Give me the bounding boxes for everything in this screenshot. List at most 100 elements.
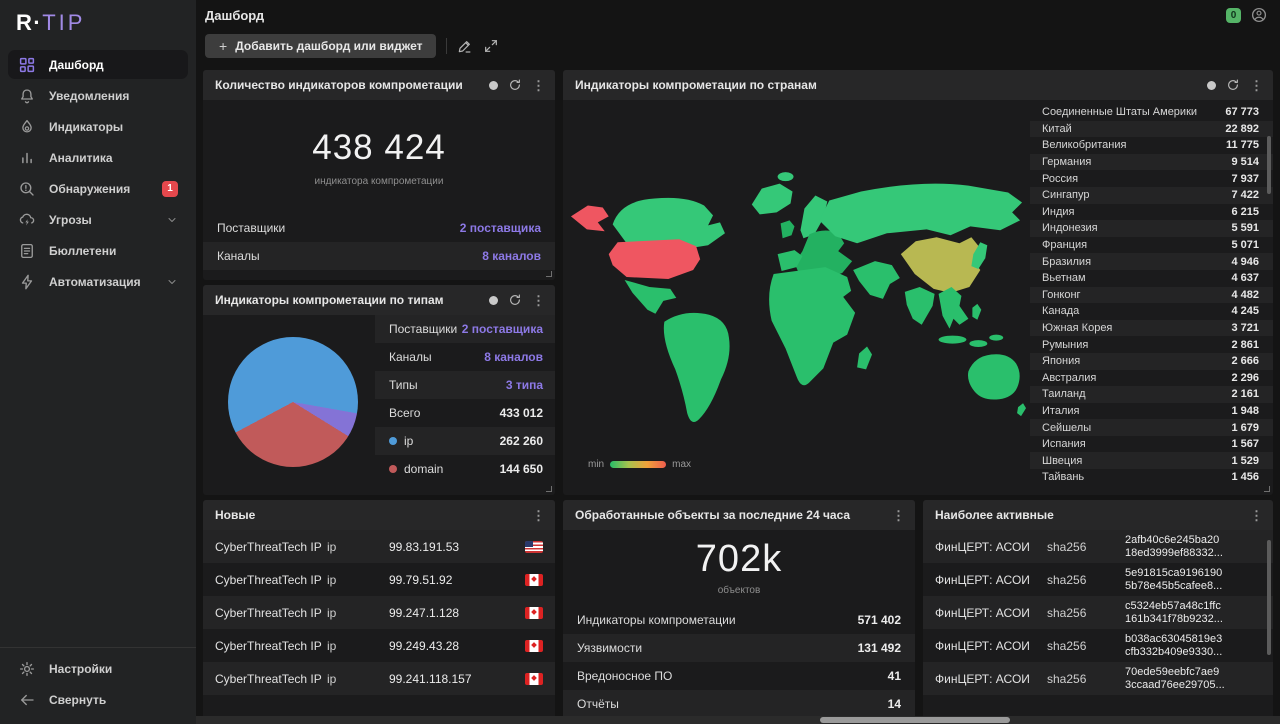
world-choropleth-map[interactable]	[563, 102, 1030, 454]
resize-handle[interactable]	[546, 271, 552, 277]
type-label: Типы	[389, 378, 418, 392]
type-row: Каналы 8 каналов	[375, 343, 555, 371]
scrollbar-thumb[interactable]	[1267, 540, 1271, 655]
sidebar-item[interactable]: Уведомления	[8, 81, 188, 110]
sidebar-item[interactable]: Настройки	[8, 654, 188, 683]
country-row[interactable]: Китай 22 892	[1030, 120, 1273, 138]
edit-icon[interactable]	[457, 38, 473, 54]
stat-value: 8 каналов	[482, 249, 541, 263]
processed-rows: Индикаторы компрометации 571 402 Уязвимо…	[563, 606, 915, 718]
refresh-icon[interactable]	[508, 293, 522, 307]
indicator-type: ip	[327, 605, 337, 620]
country-name: Германия	[1042, 156, 1092, 169]
add-dashboard-button[interactable]: + Добавить дашборд или виджет	[205, 34, 437, 58]
widget-header: Обработанные объекты за последние 24 час…	[563, 500, 915, 530]
country-value: 5 071	[1231, 239, 1259, 252]
country-row[interactable]: Индонезия 5 591	[1030, 220, 1273, 237]
country-row[interactable]: Италия 1 948	[1030, 403, 1273, 420]
sidebar-item[interactable]: Индикаторы	[8, 112, 188, 141]
country-row[interactable]: Южная Корея 3 721	[1030, 319, 1273, 337]
sidebar-item[interactable]: Аналитика	[8, 143, 188, 172]
widget-most-active: Наиболее активные ⋮ ФинЦЕРТ: АСОИ sha256…	[923, 500, 1273, 724]
kebab-menu-icon[interactable]: ⋮	[1250, 77, 1263, 93]
widget-header: Наиболее активные ⋮	[923, 500, 1273, 530]
country-row[interactable]: Канада 4 245	[1030, 303, 1273, 320]
country-row[interactable]: Бразилия 4 946	[1030, 253, 1273, 270]
indicator-row[interactable]: CyberThreatTech IP ip 99.83.191.53	[203, 530, 555, 563]
kebab-menu-icon[interactable]: ⋮	[892, 507, 905, 523]
country-flag-icon	[525, 639, 543, 652]
country-row[interactable]: Таиланд 2 161	[1030, 386, 1273, 403]
kebab-menu-icon[interactable]: ⋮	[532, 507, 545, 523]
country-row[interactable]: Япония 2 666	[1030, 352, 1273, 370]
active-type: sha256	[1047, 572, 1087, 587]
country-row[interactable]: Сейшелы 1 679	[1030, 419, 1273, 436]
country-row[interactable]: Соединенные Штаты Америки 67 773	[1030, 104, 1273, 121]
indicator-row[interactable]: CyberThreatTech IP ip 99.241.118.157	[203, 662, 555, 695]
country-row[interactable]: Германия 9 514	[1030, 153, 1273, 171]
country-row[interactable]: Испания 1 567	[1030, 436, 1273, 453]
refresh-icon[interactable]	[508, 78, 522, 92]
sidebar-item[interactable]: Свернуть	[8, 685, 188, 714]
chevron-down-icon[interactable]	[166, 214, 178, 226]
expand-icon[interactable]	[483, 38, 499, 54]
stat-row: Вредоносное ПО 41	[563, 662, 915, 690]
stat-value: 41	[887, 669, 901, 683]
widget-title: Новые	[215, 508, 256, 522]
refresh-icon[interactable]	[1226, 78, 1240, 92]
scrollbar-thumb[interactable]	[1267, 136, 1271, 194]
country-row[interactable]: Австралия 2 296	[1030, 370, 1273, 387]
country-row[interactable]: Россия 7 937	[1030, 170, 1273, 187]
app-logo[interactable]: R·TIP	[0, 0, 196, 44]
widget-title: Индикаторы компрометации по типам	[215, 293, 444, 307]
country-row[interactable]: Вьетнам 4 637	[1030, 270, 1273, 287]
indicator-row[interactable]: CyberThreatTech IP ip 99.249.43.28	[203, 629, 555, 662]
sidebar-item[interactable]: Дашборд	[8, 50, 188, 79]
active-indicator-row[interactable]: ФинЦЕРТ: АСОИ sha256 b038ac63045819e3 cf…	[923, 629, 1273, 662]
country-name: Таиланд	[1042, 388, 1086, 401]
active-source: ФинЦЕРТ: АСОИ	[935, 638, 1030, 653]
scrollbar-track[interactable]	[196, 716, 1280, 724]
main-area: Дашборд 0 + Добавить дашборд или виджет …	[196, 0, 1280, 724]
logo-r: R	[16, 10, 33, 35]
country-row[interactable]: Румыния 2 861	[1030, 336, 1273, 353]
processed-total-caption: объектов	[717, 585, 761, 596]
indicator-row[interactable]: CyberThreatTech IP ip 99.247.1.128	[203, 596, 555, 629]
country-row[interactable]: Великобритания 11 775	[1030, 137, 1273, 154]
indicator-source: CyberThreatTech IP	[215, 572, 322, 587]
kebab-menu-icon[interactable]: ⋮	[532, 292, 545, 308]
country-row[interactable]: Индия 6 215	[1030, 204, 1273, 221]
sidebar-item[interactable]: Угрозы	[8, 205, 188, 234]
sidebar-item[interactable]: Обнаружения 1	[8, 174, 188, 203]
kebab-menu-icon[interactable]: ⋮	[532, 77, 545, 93]
kebab-menu-icon[interactable]: ⋮	[1250, 507, 1263, 523]
resize-handle[interactable]	[546, 486, 552, 492]
country-row[interactable]: Швеция 1 529	[1030, 452, 1273, 470]
active-indicator-row[interactable]: ФинЦЕРТ: АСОИ sha256 2afb40c6e245ba20 18…	[923, 530, 1273, 563]
country-flag-icon	[525, 573, 543, 586]
ioc-types-pie-chart[interactable]	[228, 337, 358, 467]
stat-value: 571 402	[857, 613, 901, 627]
country-row[interactable]: Франция 5 071	[1030, 237, 1273, 254]
country-row[interactable]: Тайвань 1 456	[1030, 469, 1273, 486]
active-indicator-row[interactable]: ФинЦЕРТ: АСОИ sha256 c5324eb57a48c1ffc 1…	[923, 596, 1273, 629]
active-indicator-row[interactable]: ФинЦЕРТ: АСОИ sha256 5e91815ca9196190 5b…	[923, 563, 1273, 596]
country-value: 2 861	[1231, 338, 1259, 351]
sidebar-item[interactable]: Бюллетени	[8, 236, 188, 265]
resize-handle[interactable]	[1264, 486, 1270, 492]
scrollbar-thumb[interactable]	[820, 717, 1010, 723]
country-value: 4 245	[1231, 305, 1259, 318]
status-badge[interactable]: 0	[1226, 7, 1241, 23]
country-row[interactable]: Гонконг 4 482	[1030, 286, 1273, 304]
sidebar-item[interactable]: Автоматизация	[8, 267, 188, 296]
type-label: Каналы	[389, 350, 432, 364]
chevron-down-icon[interactable]	[166, 276, 178, 288]
country-row[interactable]: Сингапур 7 422	[1030, 186, 1273, 204]
indicator-row[interactable]: CyberThreatTech IP ip 99.79.51.92	[203, 563, 555, 596]
indicator-type: ip	[327, 671, 337, 686]
country-value: 2 161	[1231, 388, 1259, 401]
type-label: ip	[404, 434, 414, 448]
user-profile-icon[interactable]	[1250, 6, 1268, 24]
sidebar-item-label: Настройки	[49, 661, 113, 676]
active-indicator-row[interactable]: ФинЦЕРТ: АСОИ sha256 70ede59eebfc7ae9 3c…	[923, 662, 1273, 695]
